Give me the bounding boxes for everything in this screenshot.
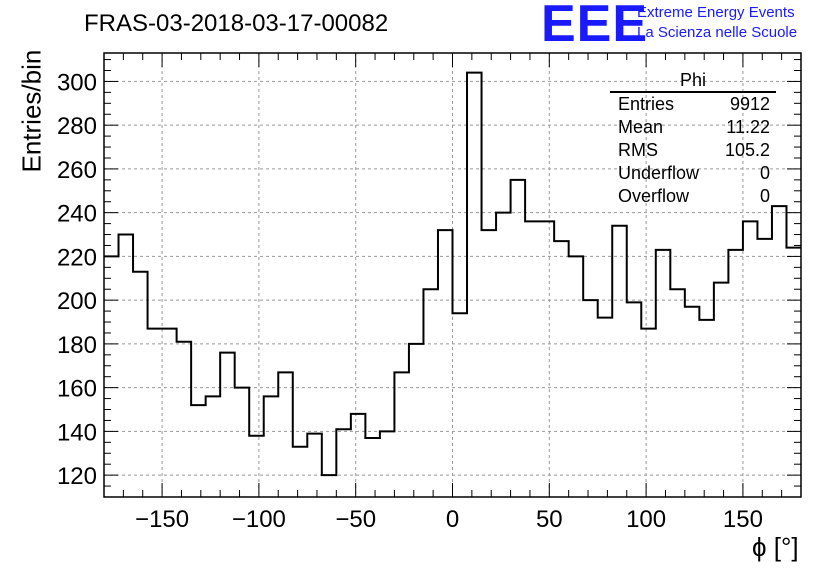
y-tick-label: 300 xyxy=(57,69,97,96)
y-tick-label: 260 xyxy=(57,157,97,184)
y-tick-label: 200 xyxy=(57,288,97,315)
x-tick-label: 50 xyxy=(536,506,563,533)
x-tick-label: −100 xyxy=(232,506,286,533)
stats-row-mean: Mean 11.22 xyxy=(610,116,776,139)
histogram-bin xyxy=(714,283,729,497)
histogram-bin xyxy=(496,213,511,497)
histogram-bin xyxy=(278,372,293,497)
histogram-bin xyxy=(699,320,714,497)
histogram-bin xyxy=(656,250,671,497)
histogram-bin xyxy=(757,239,772,497)
stats-row-rms: RMS 105.2 xyxy=(610,139,776,162)
histogram-bin xyxy=(612,226,627,497)
stats-value: 105.2 xyxy=(724,140,770,160)
histogram-bin xyxy=(264,396,279,497)
stats-row-entries: Entries 9912 xyxy=(610,93,776,116)
histogram-bin xyxy=(569,256,584,497)
histogram-bin xyxy=(119,235,134,497)
histogram-bin xyxy=(380,431,395,497)
histogram-bin xyxy=(235,388,250,497)
histogram-bin xyxy=(336,429,351,497)
histogram-bin xyxy=(540,221,555,497)
histogram-bin xyxy=(133,272,148,497)
histogram-bin xyxy=(206,396,221,497)
stats-label: Underflow xyxy=(618,163,700,183)
histogram-series xyxy=(104,71,801,477)
y-tick-label: 180 xyxy=(57,332,97,359)
histogram-bin xyxy=(598,318,613,497)
histogram-bin xyxy=(177,342,192,497)
stats-value: 0 xyxy=(759,186,770,206)
x-tick-label: 100 xyxy=(626,506,666,533)
histogram-bin xyxy=(104,256,119,497)
histogram-bin xyxy=(641,329,656,497)
histogram-bin xyxy=(728,250,743,497)
chart-title: FRAS-03-2018-03-17-00082 xyxy=(84,10,389,37)
histogram-bin xyxy=(249,436,264,497)
y-axis-label: Entries/bin xyxy=(16,49,47,173)
stats-label: RMS xyxy=(618,140,658,160)
histogram-bin xyxy=(423,289,438,497)
logo-line-1: Extreme Energy Events xyxy=(637,4,795,21)
x-tick-label: −150 xyxy=(135,506,189,533)
eee-logo: EEE xyxy=(541,0,649,53)
histogram-bin xyxy=(351,414,366,497)
logo-line-2: La Scienza nelle Scuole xyxy=(637,24,798,41)
histogram-bin xyxy=(293,447,308,497)
x-tick-label: 150 xyxy=(723,506,763,533)
y-tick-label: 220 xyxy=(57,244,97,271)
y-tick-label: 160 xyxy=(57,376,97,403)
histogram-bin xyxy=(786,248,801,497)
y-tick-label: 120 xyxy=(57,463,97,490)
histogram-bin xyxy=(670,289,685,497)
stats-value: 11.22 xyxy=(726,117,770,137)
stats-row-overflow: Overflow 0 xyxy=(610,185,776,208)
histogram-bin xyxy=(191,405,206,497)
stats-label: Entries xyxy=(618,94,675,114)
y-tick-label: 140 xyxy=(57,419,97,446)
stats-value: 0 xyxy=(759,163,770,183)
stats-label: Overflow xyxy=(618,186,690,206)
stats-box: Phi Entries 9912 Mean 11.22 RMS 105.2 Un… xyxy=(610,70,776,208)
x-axis-label: ϕ [°] xyxy=(752,532,799,562)
histogram-bin xyxy=(627,302,642,497)
histogram-bin xyxy=(511,180,526,497)
histogram-bin xyxy=(482,230,497,497)
histogram-bin xyxy=(772,206,787,497)
histogram-bin xyxy=(394,372,409,497)
histogram-bin xyxy=(554,241,569,497)
x-tick-label: −50 xyxy=(335,506,376,533)
histogram-bin xyxy=(322,475,337,497)
histogram-bin xyxy=(583,300,598,497)
stats-label: Mean xyxy=(618,117,664,137)
histogram-bin xyxy=(525,221,540,497)
histogram-bin xyxy=(685,307,700,497)
histogram-bin xyxy=(307,434,322,497)
histogram-bin xyxy=(743,221,758,497)
histogram-bin xyxy=(365,438,380,497)
histogram-bin xyxy=(409,344,424,497)
stats-row-underflow: Underflow 0 xyxy=(610,162,776,185)
histogram-bin xyxy=(438,230,453,497)
histogram-bin xyxy=(220,353,235,497)
histogram-bin xyxy=(453,313,468,497)
stats-value: 9912 xyxy=(729,94,770,114)
x-tick-label: 0 xyxy=(446,506,459,533)
histogram-bin xyxy=(162,329,177,497)
y-tick-label: 280 xyxy=(57,113,97,140)
histogram-bin xyxy=(148,329,163,497)
y-tick-label: 240 xyxy=(57,201,97,228)
stats-title: Phi xyxy=(610,70,776,93)
histogram-bin xyxy=(467,73,482,497)
